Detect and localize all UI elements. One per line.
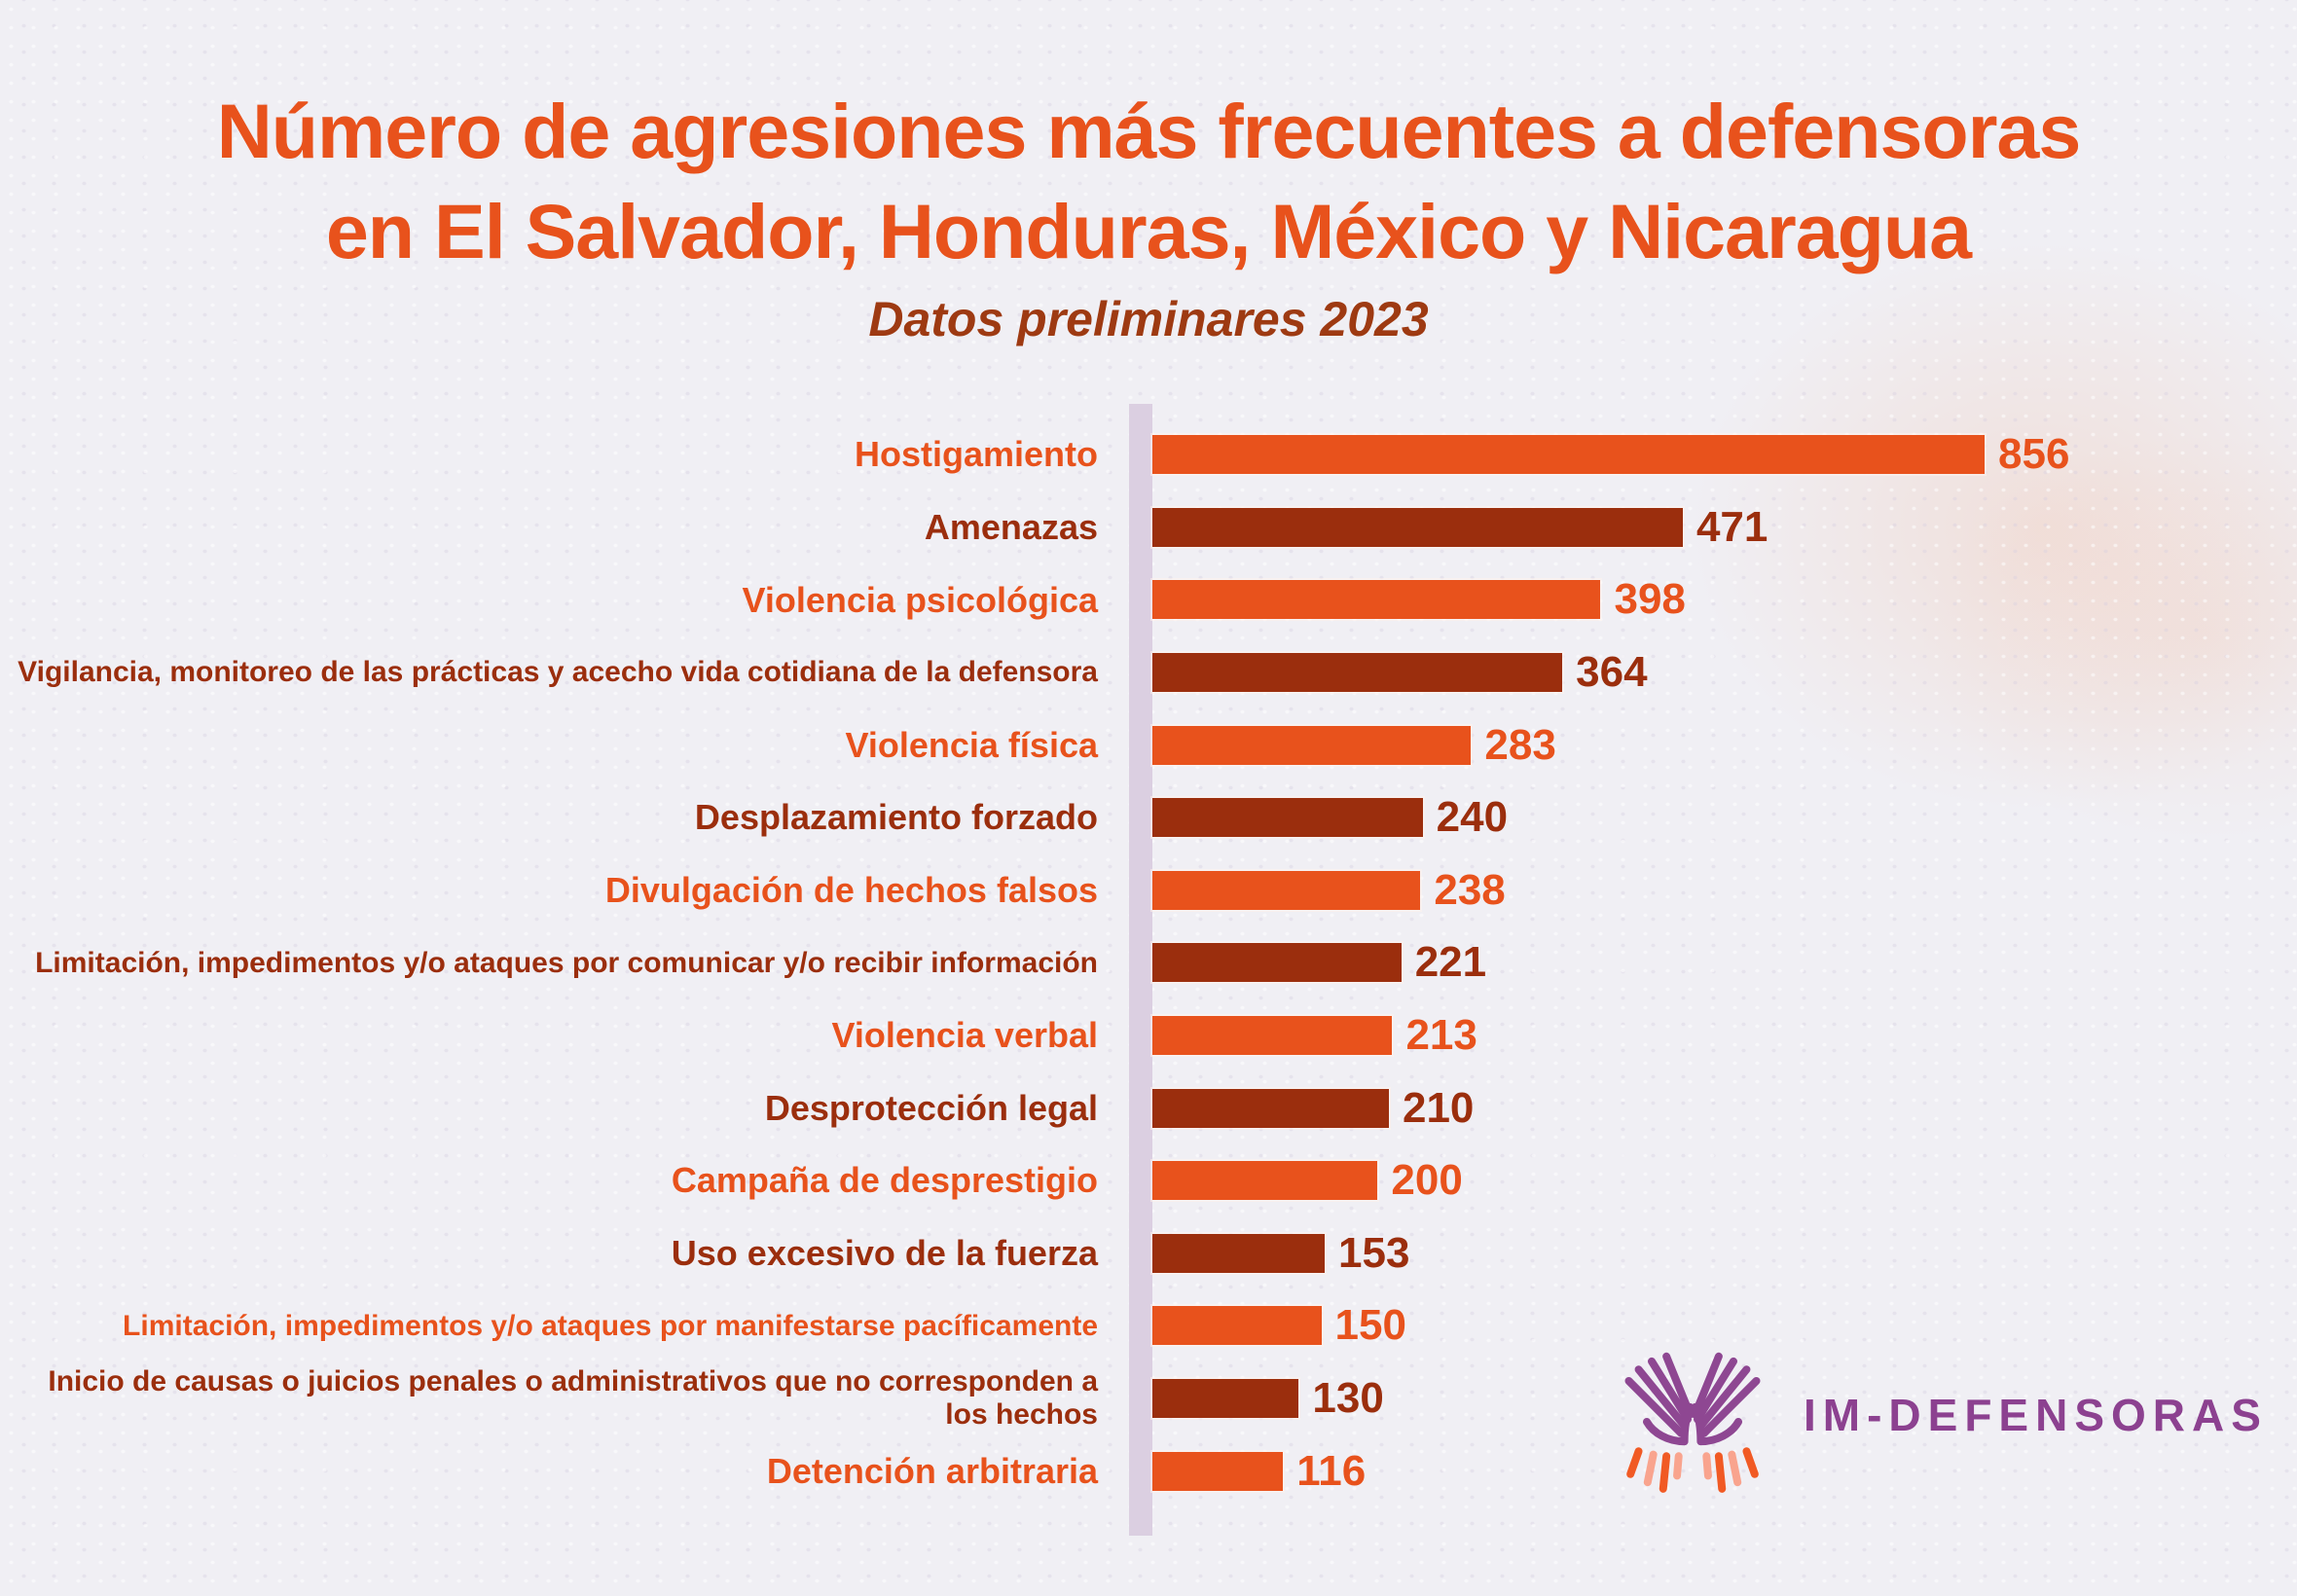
bar-and-value: 238	[1152, 866, 1506, 915]
bar-and-value: 153	[1152, 1229, 1409, 1278]
bar	[1152, 1161, 1378, 1201]
bar-row: Violencia verbal 213	[0, 999, 2297, 1072]
value-label: 213	[1405, 1011, 1477, 1060]
axis-line	[1129, 404, 1152, 1536]
value-label: 210	[1402, 1083, 1475, 1132]
value-label: 238	[1434, 865, 1506, 914]
bar-row: Amenazas 471	[0, 491, 2297, 564]
bar-and-value: 471	[1152, 503, 1768, 552]
bar	[1152, 943, 1402, 983]
value-label: 200	[1391, 1156, 1463, 1205]
value-label: 150	[1334, 1301, 1406, 1350]
value-label: 398	[1614, 575, 1686, 624]
category-label: Campaña de desprestigio	[671, 1160, 1098, 1201]
bar-and-value: 398	[1152, 575, 1686, 624]
bar-chart: Hostigamiento 856 Amenazas 471 Violencia…	[0, 404, 2297, 1536]
value-label: 283	[1484, 720, 1556, 769]
bar-row: Uso excesivo de la fuerza 153	[0, 1217, 2297, 1290]
logo-text: IM-DEFENSORAS	[1804, 1390, 2268, 1440]
bar-row: Desplazamiento forzado 240	[0, 781, 2297, 854]
category-label: Limitación, impedimentos y/o ataques por…	[123, 1309, 1098, 1342]
bar-row: Divulgación de hechos falsos 238	[0, 854, 2297, 927]
hands-icon	[1624, 1352, 1761, 1493]
chart-title: Número de agresiones más frecuentes a de…	[0, 0, 2297, 281]
category-label: Uso excesivo de la fuerza	[671, 1232, 1098, 1273]
header: Número de agresiones más frecuentes a de…	[0, 0, 2297, 347]
bar	[1152, 798, 1423, 838]
bar-and-value: 116	[1152, 1447, 1366, 1496]
category-label: Divulgación de hechos falsos	[604, 869, 1098, 910]
bar-and-value: 283	[1152, 721, 1556, 770]
bar-row: Limitación, impedimentos y/o ataques por…	[0, 1289, 2297, 1362]
bar-and-value: 210	[1152, 1084, 1474, 1133]
bar	[1152, 870, 1421, 910]
bar-row: Desprotección legal 210	[0, 1071, 2297, 1144]
bar	[1152, 1233, 1326, 1273]
bar	[1152, 435, 1985, 475]
value-label: 364	[1576, 648, 1648, 697]
bar-row: Inicio de causas o juicios penales o adm…	[0, 1362, 2297, 1435]
chart-title-line2: en El Salvador, Honduras, México y Nicar…	[325, 187, 1972, 274]
bar-and-value: 364	[1152, 648, 1648, 697]
category-label: Detención arbitraria	[766, 1450, 1098, 1491]
value-label: 240	[1436, 793, 1509, 842]
category-label: Violencia psicológica	[742, 579, 1098, 620]
bar-and-value: 130	[1152, 1374, 1384, 1423]
bar-row: Violencia psicológica 398	[0, 563, 2297, 636]
bar	[1152, 1306, 1322, 1346]
bar	[1152, 1451, 1284, 1491]
bar-and-value: 240	[1152, 793, 1508, 842]
category-label: Inicio de causas o juicios penales o adm…	[48, 1365, 1098, 1432]
value-label: 153	[1338, 1228, 1410, 1277]
bar	[1152, 507, 1683, 547]
category-label: Vigilancia, monitoreo de las prácticas y…	[18, 656, 1098, 689]
value-label: 221	[1414, 938, 1487, 987]
bar-and-value: 213	[1152, 1011, 1477, 1060]
bar-row: Vigilancia, monitoreo de las prácticas y…	[0, 636, 2297, 709]
bar-rows: Hostigamiento 856 Amenazas 471 Violencia…	[0, 418, 2297, 1507]
value-label: 116	[1296, 1446, 1367, 1495]
logo: IM-DEFENSORAS	[1611, 1345, 2268, 1499]
category-label: Limitación, impedimentos y/o ataques por…	[35, 946, 1098, 979]
bar-row: Detención arbitraria 116	[0, 1434, 2297, 1507]
chart-title-line1: Número de agresiones más frecuentes a de…	[216, 88, 2082, 174]
category-label: Desprotección legal	[764, 1087, 1098, 1128]
value-label: 130	[1312, 1374, 1384, 1423]
bar-row: Limitación, impedimentos y/o ataques por…	[0, 926, 2297, 999]
category-label: Hostigamiento	[854, 434, 1098, 475]
bar	[1152, 1088, 1389, 1128]
bar-and-value: 221	[1152, 938, 1486, 987]
bar-and-value: 150	[1152, 1301, 1406, 1350]
bar-and-value: 200	[1152, 1156, 1463, 1205]
category-label: Desplazamiento forzado	[694, 797, 1098, 838]
bar	[1152, 1379, 1299, 1419]
bar-row: Hostigamiento 856	[0, 418, 2297, 491]
bar	[1152, 725, 1472, 765]
value-label: 856	[1998, 430, 2070, 479]
bar-row: Campaña de desprestigio 200	[0, 1144, 2297, 1217]
category-label: Violencia verbal	[831, 1015, 1098, 1056]
bar	[1152, 580, 1601, 620]
category-label: Violencia física	[845, 724, 1098, 765]
chart-subtitle: Datos preliminares 2023	[868, 292, 1429, 347]
bar-and-value: 856	[1152, 430, 2069, 479]
bar	[1152, 653, 1563, 693]
bar	[1152, 1016, 1393, 1056]
bar-row: Violencia física 283	[0, 708, 2297, 781]
category-label: Amenazas	[924, 506, 1098, 547]
value-label: 471	[1695, 502, 1768, 551]
